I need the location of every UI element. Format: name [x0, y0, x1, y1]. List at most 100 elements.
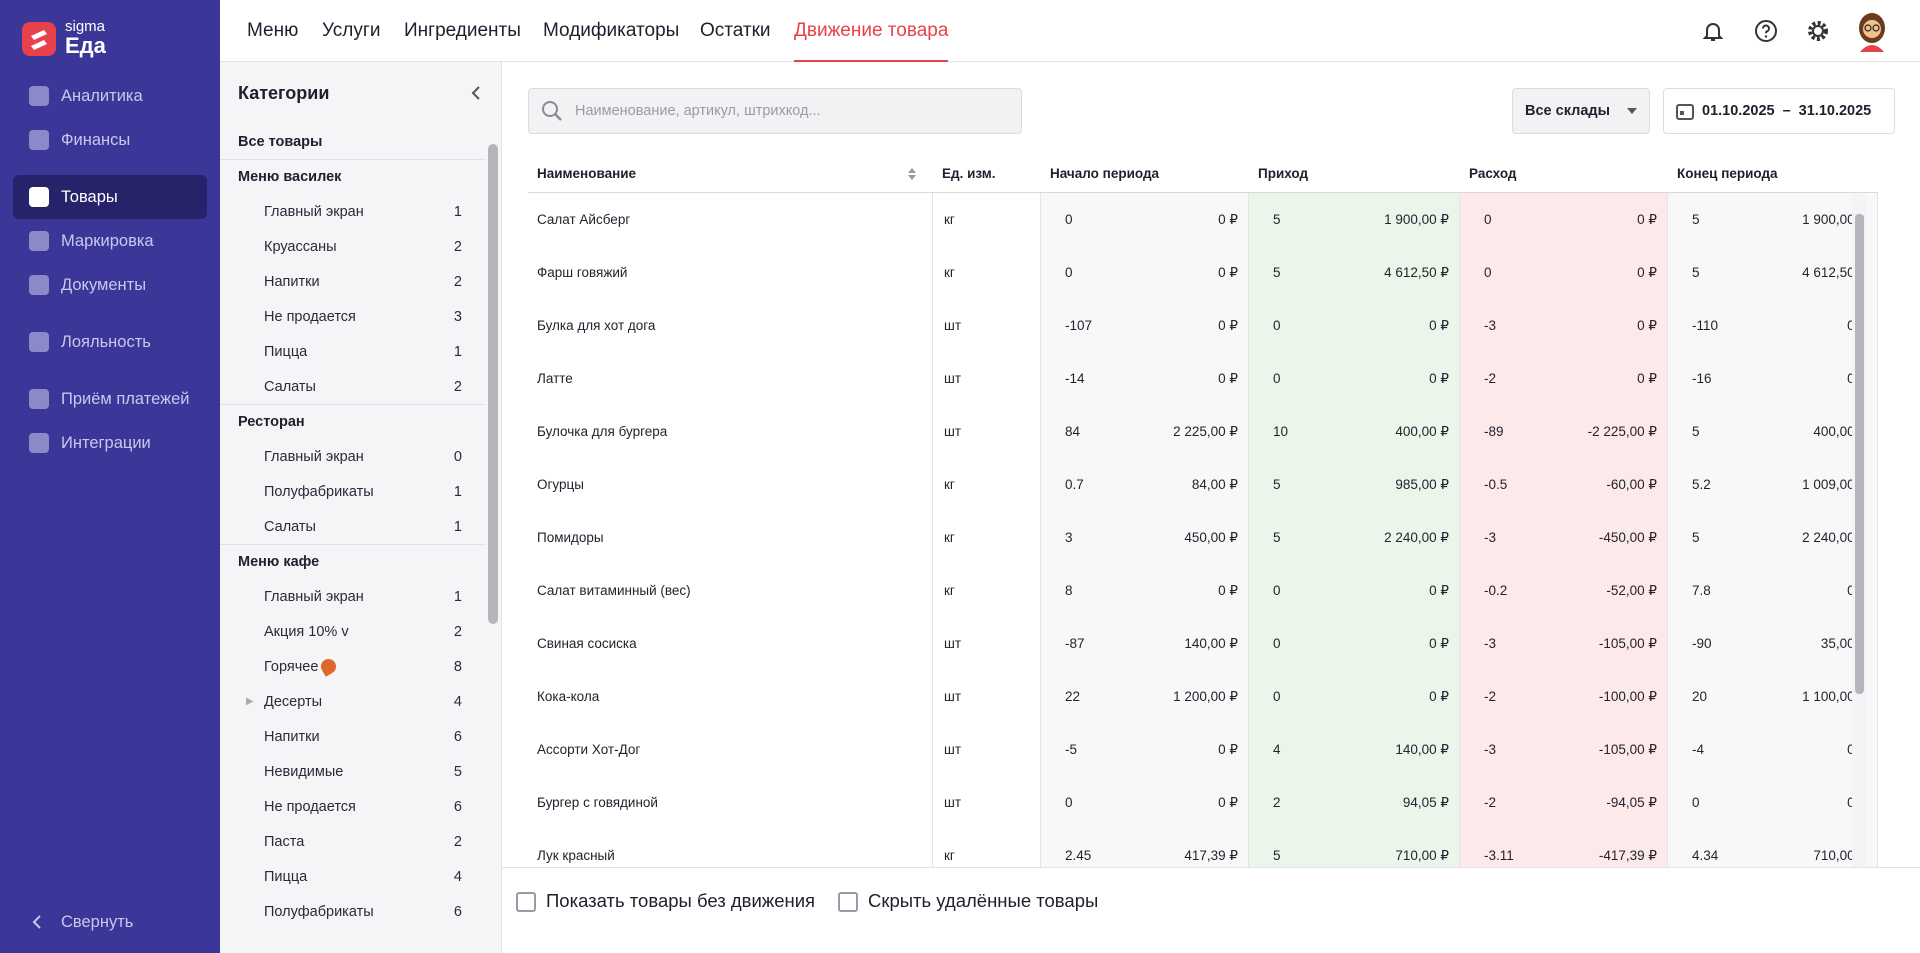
table-row[interactable]: Кока-кола шт 22 1 200,00 ₽ 0 0 ₽ -2 -100,00 ₽ 20… [528, 670, 1878, 723]
nav-item[interactable]: Приём платежей [13, 377, 207, 421]
category-count: 1 [453, 203, 462, 220]
cell-unit: шт [933, 299, 1041, 352]
category-name: Напитки [264, 274, 320, 290]
table-row[interactable]: Огурцы кг 0.7 84,00 ₽ 5 985,00 ₽ -0.5 -60,00 ₽ 5… [528, 458, 1878, 511]
column-header[interactable]: Приход [1249, 154, 1460, 193]
table-row[interactable]: Бургер с говядиной шт 0 0 ₽2 94,05 ₽ -2 -94,05… [528, 776, 1878, 829]
tab[interactable]: Остатки [700, 20, 771, 41]
date-range-picker[interactable]: 01.10.2025 – 31.10.2025 [1663, 88, 1895, 134]
categories-scrollbar[interactable] [488, 144, 498, 624]
cell-group: -2 -94,05 ₽ [1460, 776, 1668, 829]
help-button[interactable] [1754, 19, 1778, 43]
warehouse-select[interactable]: Все склады [1512, 88, 1650, 134]
tab[interactable]: Меню [247, 20, 299, 41]
category-item[interactable]: Паста 2 [220, 824, 486, 859]
nav-item[interactable]: Аналитика [13, 74, 207, 118]
category-name: Салаты [264, 519, 316, 535]
search-input[interactable]: Наименование, артикул, штрихкод... [528, 88, 1022, 134]
category-item[interactable]: Напитки 6 [220, 719, 486, 754]
tab[interactable]: Движение товара [794, 0, 949, 62]
category-item[interactable]: Не продается 3 [220, 299, 486, 334]
category-item[interactable]: Салаты 2 [220, 369, 486, 404]
category-item[interactable]: Главный экран 0 [220, 439, 486, 474]
collapse-categories-button[interactable] [469, 85, 483, 101]
category-group[interactable]: Меню кафе [220, 544, 486, 579]
cell-quantity: -14 [1065, 371, 1085, 386]
nav-item[interactable]: Интеграции [13, 421, 207, 465]
category-item[interactable]: Пицца 4 [220, 859, 486, 894]
category-item[interactable]: Полуфабрикаты 6 [220, 894, 486, 929]
user-avatar[interactable] [1854, 10, 1890, 52]
main-content: Наименование, артикул, штрихкод... Все с… [502, 62, 1920, 953]
category-item[interactable]: ▶ Десерты 4 [220, 684, 486, 719]
cell-unit: кг [933, 458, 1041, 511]
category-item[interactable]: Главный экран 1 [220, 194, 486, 229]
cell-sum: 0 ₽ [1637, 211, 1657, 227]
table-row[interactable]: Булочка для бургера шт 84 2 225,00 ₽ 10 400,0… [528, 405, 1878, 458]
nav-item[interactable]: Товары [13, 175, 207, 219]
tab[interactable]: Ингредиенты [404, 20, 521, 41]
cell-sum: 400,00 ₽ [1395, 423, 1449, 439]
tab[interactable]: Услуги [322, 20, 381, 41]
tab[interactable]: Модификаторы [543, 20, 680, 41]
column-header[interactable]: Начало периода [1041, 154, 1249, 193]
cell-quantity: -110 [1692, 318, 1719, 333]
column-header[interactable]: Ед. изм. [933, 154, 1041, 193]
column-header[interactable]: Расход [1460, 154, 1668, 193]
table-row[interactable]: Салат витаминный (вес) кг 8 0 ₽ 0 0 ₽ -0.2 -52,… [528, 564, 1878, 617]
table-row[interactable]: Ассорти Хот-Дог шт -5 0 ₽ 4 140,00 ₽ -3 -105,00… [528, 723, 1878, 776]
category-label: Не продается [264, 798, 356, 815]
category-name: Акция 10% v [264, 624, 349, 640]
nav-item[interactable]: Маркировка [13, 219, 207, 263]
notifications-button[interactable] [1701, 19, 1725, 43]
category-item[interactable]: Горячее 8 [220, 649, 486, 684]
cell-unit: кг [933, 564, 1041, 617]
cell-sum: 1 100,00 ₽ [1802, 688, 1867, 704]
date-from: 01.10.2025 [1702, 103, 1775, 119]
cell-group: -3.11 -417,39 ₽ [1460, 829, 1668, 867]
table-row[interactable]: Лук красный кг 2.45 417,39 ₽5 710,00 ₽ -3.11-… [528, 829, 1878, 867]
cell-quantity: 5 [1692, 530, 1700, 545]
hide-deleted-checkbox[interactable] [838, 892, 858, 912]
cell-group: 0 0 ₽ [1041, 776, 1249, 829]
category-item[interactable]: Пицца 1 [220, 334, 486, 369]
collapse-button[interactable]: Свернуть [30, 910, 210, 934]
column-header[interactable]: Конец периода [1668, 154, 1878, 193]
cell-group: 0 0 ₽ [1460, 246, 1668, 299]
cell-group: -14 0 ₽ [1041, 352, 1249, 405]
category-all[interactable]: Все товары [238, 133, 323, 150]
category-item[interactable]: Напитки 2 [220, 264, 486, 299]
settings-button[interactable] [1806, 19, 1830, 43]
cell-sum: -2 225,00 ₽ [1587, 423, 1657, 439]
cell-quantity: -107 [1065, 318, 1093, 333]
table-row[interactable]: Булка для хот дога шт -107 0 ₽ 0 0 ₽ -3 0 ₽ -110… [528, 299, 1878, 352]
show-without-movement-checkbox[interactable] [516, 892, 536, 912]
table-row[interactable]: Салат Айсберг кг 0 0 ₽ 5 1 900,00 ₽ 0 0 ₽ 5 1 900… [528, 193, 1878, 246]
category-item[interactable]: Акция 10% v 2 [220, 614, 486, 649]
table-row[interactable]: Фарш говяжий кг 0 0 ₽ 5 4 612,50 ₽ 0 0 ₽ 5 4 612,… [528, 246, 1878, 299]
cell-group: 5 985,00 ₽ [1249, 458, 1460, 511]
cell-group: 0 0 ₽ [1249, 617, 1460, 670]
category-item[interactable]: Главный экран 1 [220, 579, 486, 614]
category-group[interactable]: Меню василек [220, 159, 486, 194]
table-row[interactable]: Свиная сосиска шт -87 140,00 ₽ 0 0 ₽ -3 -105,00… [528, 617, 1878, 670]
table-row[interactable]: Помидоры кг 3 450,00 ₽ 5 2 240,00 ₽ -3 -450,00 … [528, 511, 1878, 564]
category-group[interactable]: Ресторан [220, 404, 486, 439]
nav-icon [29, 130, 49, 150]
category-item[interactable]: Круассаны 2 [220, 229, 486, 264]
category-item[interactable]: Полуфабрикаты 1 [220, 474, 486, 509]
column-header[interactable]: Наименование [528, 154, 933, 193]
nav-item[interactable]: Финансы [13, 118, 207, 162]
cell-name: Кока-кола [528, 670, 933, 723]
cell-group: 5 1 900,00 ₽ [1668, 193, 1878, 246]
category-item[interactable]: Не продается 6 [220, 789, 486, 824]
category-item[interactable]: Салаты 1 [220, 509, 486, 544]
cell-group: 2 94,05 ₽ [1249, 776, 1460, 829]
nav-item[interactable]: Лояльность [13, 320, 207, 364]
category-count: 3 [453, 308, 462, 325]
table-scrollbar-thumb[interactable] [1855, 214, 1864, 694]
category-item[interactable]: Невидимые 5 [220, 754, 486, 789]
nav-item[interactable]: Документы [13, 263, 207, 307]
category-label: Напитки [264, 273, 320, 290]
